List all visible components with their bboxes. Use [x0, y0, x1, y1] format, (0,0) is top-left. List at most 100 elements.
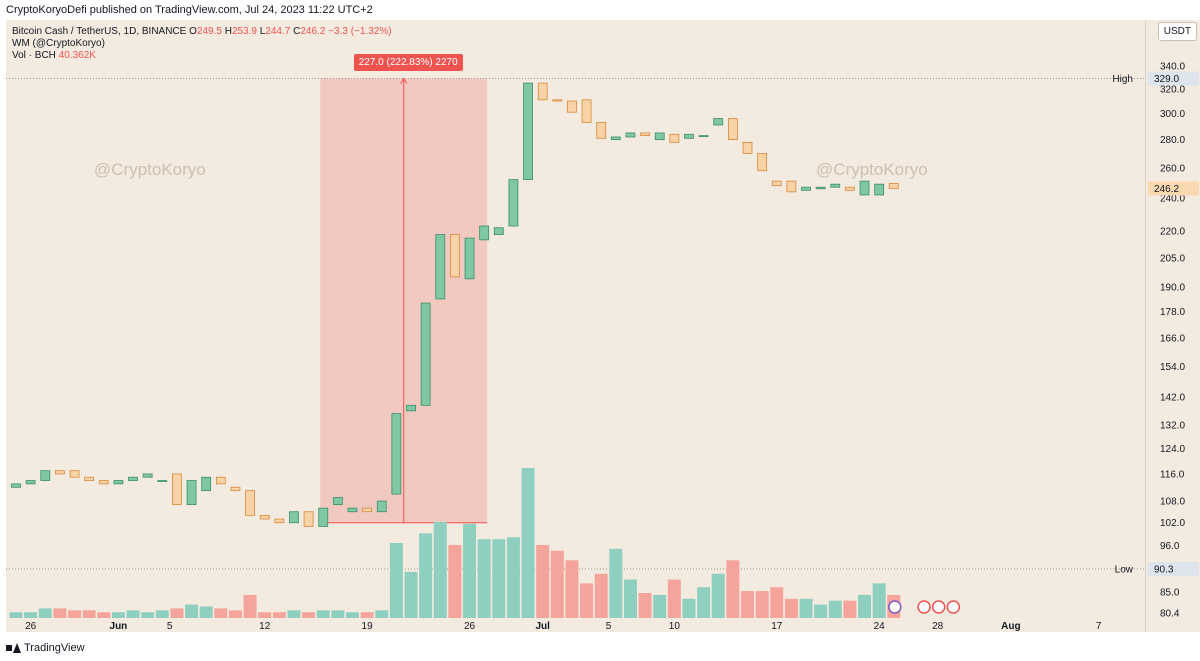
volume-bar: [872, 583, 886, 618]
last-price-value: 246.2: [1154, 184, 1179, 195]
candle-body: [142, 473, 153, 478]
legend-volume-label: Vol · BCH: [12, 50, 56, 61]
candle-body: [859, 180, 870, 196]
candle-body: [801, 186, 811, 191]
candle-body: [874, 183, 885, 196]
volume-bar: [799, 598, 813, 618]
legend-symbol[interactable]: Bitcoin Cash / TetherUS, 1D, BINANCE: [12, 26, 187, 37]
candle-body: [654, 132, 665, 141]
volume-bar: [463, 523, 477, 618]
candle-body: [698, 135, 709, 138]
price-tick-label: 190.0: [1160, 282, 1185, 293]
watermark-left: @CryptoKoryo: [94, 160, 206, 179]
candle-body: [157, 480, 168, 482]
candle-body: [215, 476, 226, 485]
time-tick-label: 5: [167, 621, 173, 632]
candle-body: [845, 186, 855, 191]
price-tick-label: 108.0: [1160, 497, 1185, 508]
legend-high-label: H: [224, 26, 232, 37]
candle-body: [479, 225, 490, 241]
time-tick-label: Aug: [1001, 621, 1020, 632]
currency-unit-button[interactable]: USDT: [1157, 22, 1197, 41]
candle-body: [742, 141, 753, 154]
time-tick-label: 24: [874, 621, 886, 632]
tradingview-logo-icon: [6, 643, 21, 653]
candle-body: [888, 183, 899, 189]
price-tick-label: 124.0: [1160, 444, 1185, 455]
volume-bar: [550, 550, 564, 618]
volume-bar: [565, 560, 579, 618]
volume-bar: [653, 594, 667, 618]
volume-bar: [843, 600, 857, 618]
volume-bar: [609, 548, 623, 618]
price-tick-label: 280.0: [1160, 135, 1185, 146]
price-tick-label: 132.0: [1160, 420, 1185, 431]
measure-label: 227.0 (222.83%) 2270: [353, 54, 463, 72]
candle-body: [508, 179, 519, 227]
volume-bar: [697, 587, 711, 618]
volume-bar: [170, 608, 184, 618]
volume-bar: [331, 610, 345, 618]
candle-body: [567, 100, 577, 113]
time-tick-label: 10: [669, 621, 681, 632]
volume-bar: [492, 539, 506, 618]
candle-body: [274, 518, 285, 524]
event-marker-icon: [946, 600, 961, 614]
candle-body: [113, 480, 124, 485]
time-tick-label: 26: [25, 621, 37, 632]
candle-body: [186, 480, 197, 505]
candle-body: [172, 473, 182, 505]
candle-body: [830, 183, 841, 188]
high-badge: [1148, 71, 1199, 86]
volume-bar: [38, 608, 52, 618]
volume-bar: [506, 537, 520, 618]
low-badge: [1148, 561, 1199, 576]
event-marker-icon: [888, 600, 902, 614]
candle-body: [11, 483, 21, 488]
measure-arrow-head: [400, 77, 408, 84]
chart-plot-area[interactable]: High Low Bitcoin Cash / TetherUS, 1D, BIN…: [6, 20, 1145, 632]
price-tick-label: 340.0: [1160, 62, 1185, 73]
footer-brand-name: TradingView: [24, 642, 85, 654]
candle-body: [318, 507, 329, 527]
volume-bar: [126, 610, 140, 618]
footer-brand: TradingView: [6, 642, 85, 654]
volume-bar: [477, 539, 491, 618]
candle-body: [727, 118, 738, 141]
published-header: CryptoKoryoDefi published on TradingView…: [6, 4, 373, 16]
volume-bar: [711, 573, 725, 618]
volume-bar: [741, 591, 754, 618]
legend-watermark-indicator[interactable]: WM (@CryptoKoryo): [12, 38, 105, 49]
price-tick-label: 102.0: [1160, 518, 1185, 529]
price-axis[interactable]: 340.0 320.0 300.0 280.0 260.0 240.0 220.0 205.0…: [1145, 20, 1200, 632]
volume-bar: [272, 612, 286, 618]
volume-bar: [111, 612, 125, 618]
legend-high: 253.9: [231, 26, 257, 37]
price-tick-label: 320.0: [1160, 84, 1185, 95]
volume-bar: [770, 587, 784, 618]
candle-body: [581, 99, 592, 123]
candle-body: [625, 132, 636, 138]
time-axis[interactable]: 26 Jun 5 12 19 26 Jul 5 10 17 24 28 Aug 7: [6, 618, 1145, 632]
price-tick-label: 220.0: [1160, 227, 1185, 238]
candle-body: [201, 476, 212, 492]
price-tick-label: 142.0: [1160, 393, 1185, 404]
price-tick-label: 80.4: [1160, 609, 1180, 620]
legend-close: 246.2: [300, 26, 326, 37]
legend-volume-row[interactable]: Vol · BCH 40.362K: [12, 50, 96, 61]
volume-bar: [404, 571, 418, 618]
candle-body: [362, 507, 373, 513]
volume-bar: [228, 610, 242, 618]
volume-bar: [82, 610, 96, 618]
volume-bar: [24, 612, 38, 618]
time-tick-label: 19: [362, 621, 374, 632]
price-tick-label: 240.0: [1160, 194, 1185, 205]
candle-body: [596, 122, 607, 139]
volume-bar: [784, 598, 798, 618]
candle-body: [537, 82, 548, 101]
candle-body: [128, 476, 138, 481]
candlestick-chart[interactable]: High Low: [6, 20, 1145, 632]
candle-body: [54, 470, 65, 475]
volume-bar: [185, 604, 199, 618]
volume-bar: [521, 468, 535, 618]
